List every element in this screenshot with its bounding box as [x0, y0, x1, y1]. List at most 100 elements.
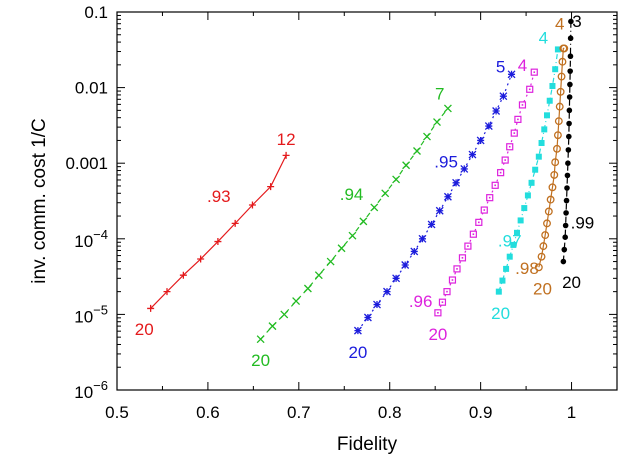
data-point: [452, 178, 461, 187]
data-point: [373, 300, 381, 309]
y-tick-label: 0.1: [84, 3, 108, 22]
data-point-dot: [521, 104, 524, 106]
data-point: [565, 147, 572, 153]
data-point: [565, 160, 571, 166]
data-point: [492, 107, 501, 115]
data-point: [314, 271, 323, 280]
y-tick-label-exponent: −5: [93, 302, 108, 317]
data-point: [564, 185, 570, 191]
data-point-dot: [456, 268, 458, 270]
data-point: [484, 122, 493, 131]
data-point: [554, 46, 561, 53]
y-tick-label-base: 10: [74, 307, 93, 326]
point-annotation: 20: [533, 280, 552, 299]
data-point: [553, 144, 561, 153]
data-point: [413, 147, 421, 155]
data-point: [564, 172, 571, 179]
y-axis-title: inv. comm. cost 1/C: [29, 118, 50, 283]
data-point: [443, 192, 452, 201]
y-tick-label-exponent: −4: [93, 227, 108, 242]
series-line: [357, 74, 513, 331]
x-tick-label: 0.5: [105, 403, 129, 422]
data-point-dot: [488, 196, 491, 199]
data-point: [538, 140, 545, 147]
data-point: [558, 57, 567, 66]
data-point: [551, 158, 560, 167]
y-tick-label: 0.001: [65, 154, 108, 173]
data-point: [337, 244, 346, 253]
point-annotation: 3: [572, 12, 581, 31]
data-point: [468, 150, 477, 159]
data-point: [532, 166, 539, 173]
data-point-dot: [517, 118, 519, 121]
data-point: [524, 192, 531, 199]
data-point: [566, 133, 572, 140]
data-point: [510, 241, 517, 248]
data-point: [353, 326, 362, 335]
data-point: [521, 205, 528, 212]
data-point: [282, 151, 290, 159]
y-tick-label: 0.01: [75, 79, 108, 98]
data-point: [503, 265, 510, 272]
data-point: [435, 206, 444, 215]
data-point: [179, 271, 187, 279]
data-point: [460, 164, 469, 173]
data-point: [555, 102, 564, 111]
data-point: [423, 132, 431, 141]
data-point: [567, 35, 574, 42]
data-point-dot: [467, 245, 469, 247]
data-point-dot: [499, 171, 502, 174]
series-line: [538, 47, 565, 268]
point-annotation: 20: [251, 351, 270, 370]
data-point: [514, 229, 520, 236]
data-point-dot: [451, 279, 454, 281]
series-2: [256, 104, 452, 344]
y-tick-label: 10−4: [74, 227, 108, 251]
data-point: [495, 288, 502, 295]
data-point: [326, 257, 335, 266]
x-axis-title: Fidelity: [337, 434, 398, 455]
data-point: [401, 261, 410, 269]
data-point: [563, 197, 570, 204]
data-point: [546, 97, 553, 104]
point-annotation: 20: [348, 343, 367, 362]
data-point: [499, 92, 508, 101]
x-tick-label: 0.6: [196, 403, 220, 422]
x-tick-label: 1: [567, 403, 576, 422]
data-point: [248, 201, 256, 209]
point-annotation: 5: [496, 58, 505, 77]
data-point: [433, 118, 441, 127]
point-annotation: 20: [491, 304, 510, 323]
data-point-dot: [472, 233, 475, 236]
data-point: [418, 234, 427, 243]
data-point: [528, 179, 535, 186]
data-point-dot: [478, 221, 480, 224]
point-annotation: .93: [207, 187, 231, 206]
data-point: [556, 87, 565, 96]
data-point: [543, 219, 551, 228]
data-point: [231, 219, 239, 227]
point-annotation: 4: [518, 56, 527, 75]
series-1: [147, 151, 290, 312]
series-3: [353, 70, 516, 335]
point-annotation: 4: [555, 15, 564, 34]
data-point: [546, 195, 555, 204]
data-point: [359, 217, 368, 226]
point-annotation: .97: [498, 231, 522, 250]
y-tick-label-base: 10: [74, 232, 93, 251]
series-7: [560, 18, 574, 265]
data-point: [507, 70, 516, 79]
x-tick-label: 0.8: [378, 403, 402, 422]
data-point: [303, 284, 312, 293]
data-point: [147, 304, 155, 312]
data-point: [534, 263, 543, 272]
data-point: [552, 66, 559, 73]
point-annotation: .94: [340, 185, 364, 204]
data-point: [561, 246, 568, 253]
series-6: [534, 44, 569, 272]
data-point-dot: [461, 257, 464, 259]
data-point: [562, 222, 569, 229]
data-point: [560, 44, 569, 53]
data-point: [568, 18, 574, 25]
